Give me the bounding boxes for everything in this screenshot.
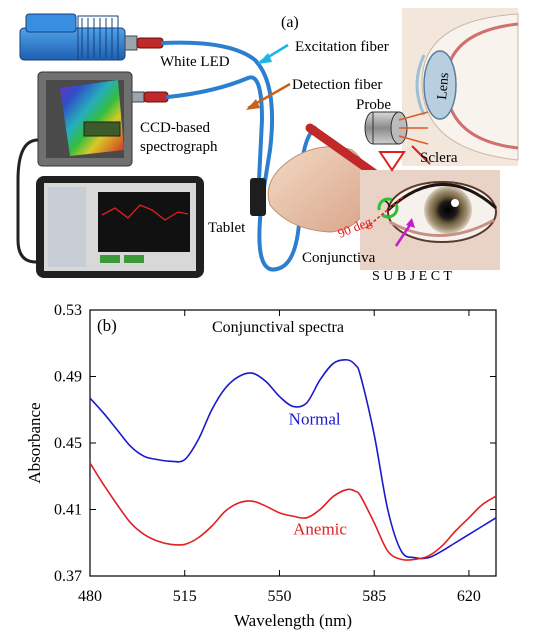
y-tick-label: 0.41: [54, 502, 82, 519]
ccd-label-line2: spectrograph: [140, 139, 218, 155]
x-axis-label: Wavelength (nm): [234, 611, 352, 630]
excitation-arrowhead: [258, 53, 272, 64]
y-tick-label: 0.37: [54, 568, 82, 585]
white-led-label: White LED: [160, 54, 230, 70]
chart-title: Conjunctival spectra: [212, 319, 344, 336]
probe-head: [364, 111, 431, 172]
detection-arrowhead: [246, 99, 260, 110]
eye-anatomy-illustration: [402, 8, 519, 166]
conjunctiva-label: Conjunctiva: [302, 250, 376, 266]
normal-series-label: Normal: [289, 410, 341, 429]
x-tick-label: 550: [267, 588, 291, 605]
white-led-device: [19, 13, 164, 61]
x-tick-label: 515: [173, 588, 197, 605]
excitation-fiber-label: Excitation fiber: [295, 39, 389, 55]
x-tick-label: 620: [457, 588, 481, 605]
detection-fiber-label: Detection fiber: [292, 77, 382, 93]
fiber-sleeve: [250, 178, 266, 216]
y-tick-label: 0.45: [54, 435, 82, 452]
y-tick-label: 0.49: [54, 369, 82, 386]
anemic-series-label: Anemic: [293, 519, 347, 538]
x-tick-label: 480: [78, 588, 102, 605]
y-axis-label: Absorbance: [25, 402, 44, 483]
subject-label: S U B J E C T: [372, 269, 452, 284]
series-line-normal: [89, 359, 497, 560]
panel-b-label: (b): [97, 316, 117, 335]
tablet-device: [36, 176, 204, 278]
probe-label: Probe: [356, 97, 391, 113]
sclera-label: Sclera: [420, 150, 458, 166]
ccd-label-line1: CCD-based: [140, 120, 210, 136]
lens-label: Lens: [435, 72, 452, 100]
y-tick-label: 0.53: [54, 302, 82, 319]
series-line-anemic: [89, 462, 497, 561]
ccd-spectrograph-device: [37, 71, 169, 167]
tablet-label: Tablet: [208, 220, 246, 236]
instrument-schematic: (a) White LED Excitation fiber Detection…: [16, 8, 519, 284]
eye-closeup: [360, 170, 500, 270]
panel-a-label: (a): [281, 14, 299, 31]
x-tick-label: 585: [362, 588, 386, 605]
